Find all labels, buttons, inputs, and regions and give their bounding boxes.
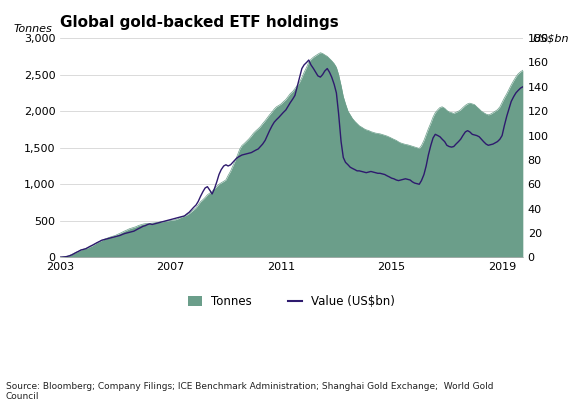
- Legend: Tonnes, Value (US$bn): Tonnes, Value (US$bn): [183, 290, 400, 313]
- Y-axis label: US$bn: US$bn: [533, 34, 569, 44]
- Text: Global gold-backed ETF holdings: Global gold-backed ETF holdings: [60, 15, 339, 30]
- Text: Source: Bloomberg; Company Filings; ICE Benchmark Administration; Shanghai Gold : Source: Bloomberg; Company Filings; ICE …: [6, 382, 493, 401]
- Y-axis label: Tonnes: Tonnes: [14, 24, 52, 34]
